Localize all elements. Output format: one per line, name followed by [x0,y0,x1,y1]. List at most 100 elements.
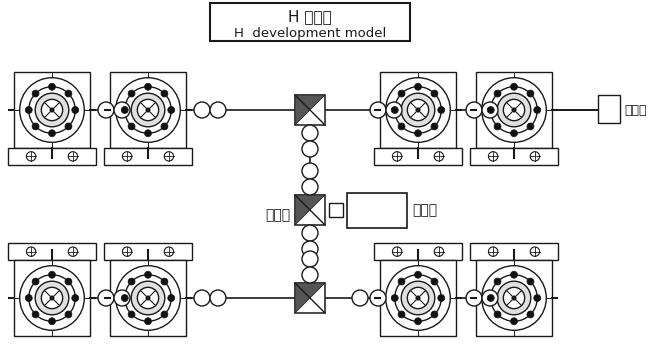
Circle shape [302,141,318,157]
Circle shape [72,295,79,301]
Circle shape [121,295,128,301]
Circle shape [527,123,534,130]
Circle shape [494,123,501,130]
Bar [598,95,620,123]
Text: 转角器: 转角器 [265,208,290,222]
Circle shape [481,266,546,330]
Circle shape [370,102,386,118]
Circle shape [534,295,540,301]
Circle shape [494,278,501,285]
Circle shape [391,106,399,113]
Circle shape [19,266,84,330]
Circle shape [122,247,132,256]
Circle shape [398,90,405,97]
Circle shape [530,247,540,256]
Circle shape [398,123,405,130]
Circle shape [302,125,318,141]
Circle shape [302,163,318,179]
Circle shape [489,247,498,256]
Bar [375,148,461,165]
Circle shape [145,318,152,325]
Bar [295,283,325,313]
Circle shape [503,99,525,121]
Circle shape [50,296,54,300]
Circle shape [408,99,429,121]
Circle shape [370,290,386,306]
Circle shape [41,287,63,309]
Circle shape [482,290,498,306]
Circle shape [431,123,438,130]
Bar [104,243,192,260]
Circle shape [32,123,39,130]
Bar [476,260,552,336]
Polygon shape [295,95,325,125]
Circle shape [146,296,150,300]
Circle shape [210,290,226,306]
Circle shape [114,290,130,306]
Circle shape [494,90,501,97]
Circle shape [386,266,450,330]
Circle shape [98,290,114,306]
Circle shape [527,278,534,285]
Circle shape [431,311,438,318]
Circle shape [50,108,54,112]
Circle shape [168,106,175,113]
Circle shape [98,102,114,118]
Circle shape [49,271,56,278]
Bar [295,195,325,225]
Bar [110,72,186,148]
Circle shape [386,102,402,118]
Bar [14,260,90,336]
Circle shape [511,271,518,278]
Circle shape [302,267,318,283]
Circle shape [487,106,494,113]
Circle shape [164,247,174,256]
Circle shape [503,287,525,309]
Circle shape [121,106,128,113]
Bar [110,260,186,336]
Circle shape [32,278,39,285]
Text: H 发展型: H 发展型 [288,10,332,24]
Circle shape [29,87,75,133]
Circle shape [302,251,318,267]
Circle shape [491,275,537,321]
Circle shape [125,87,171,133]
Bar [470,243,558,260]
Circle shape [489,152,498,161]
Text: 驱动源: 驱动源 [412,203,437,217]
Circle shape [131,93,165,127]
Circle shape [408,287,429,309]
Circle shape [398,311,405,318]
Circle shape [65,311,72,318]
Circle shape [393,152,402,161]
Circle shape [145,83,152,90]
Circle shape [65,90,72,97]
Circle shape [72,106,79,113]
Circle shape [511,83,518,90]
Circle shape [401,281,435,315]
Circle shape [415,83,421,90]
Circle shape [128,278,135,285]
Circle shape [65,123,72,130]
Circle shape [395,275,441,321]
Circle shape [302,241,318,257]
Bar [375,243,461,260]
Circle shape [302,225,318,241]
Circle shape [164,152,174,161]
Circle shape [27,152,36,161]
Circle shape [438,295,445,301]
Circle shape [49,83,56,90]
Circle shape [302,179,318,195]
Circle shape [415,271,421,278]
Circle shape [25,295,32,301]
Circle shape [415,318,421,325]
Circle shape [194,102,210,118]
Polygon shape [295,283,325,313]
Circle shape [29,275,75,321]
Circle shape [438,106,445,113]
Circle shape [27,247,36,256]
Circle shape [32,90,39,97]
Circle shape [161,90,168,97]
Bar [476,72,552,148]
Circle shape [494,311,501,318]
